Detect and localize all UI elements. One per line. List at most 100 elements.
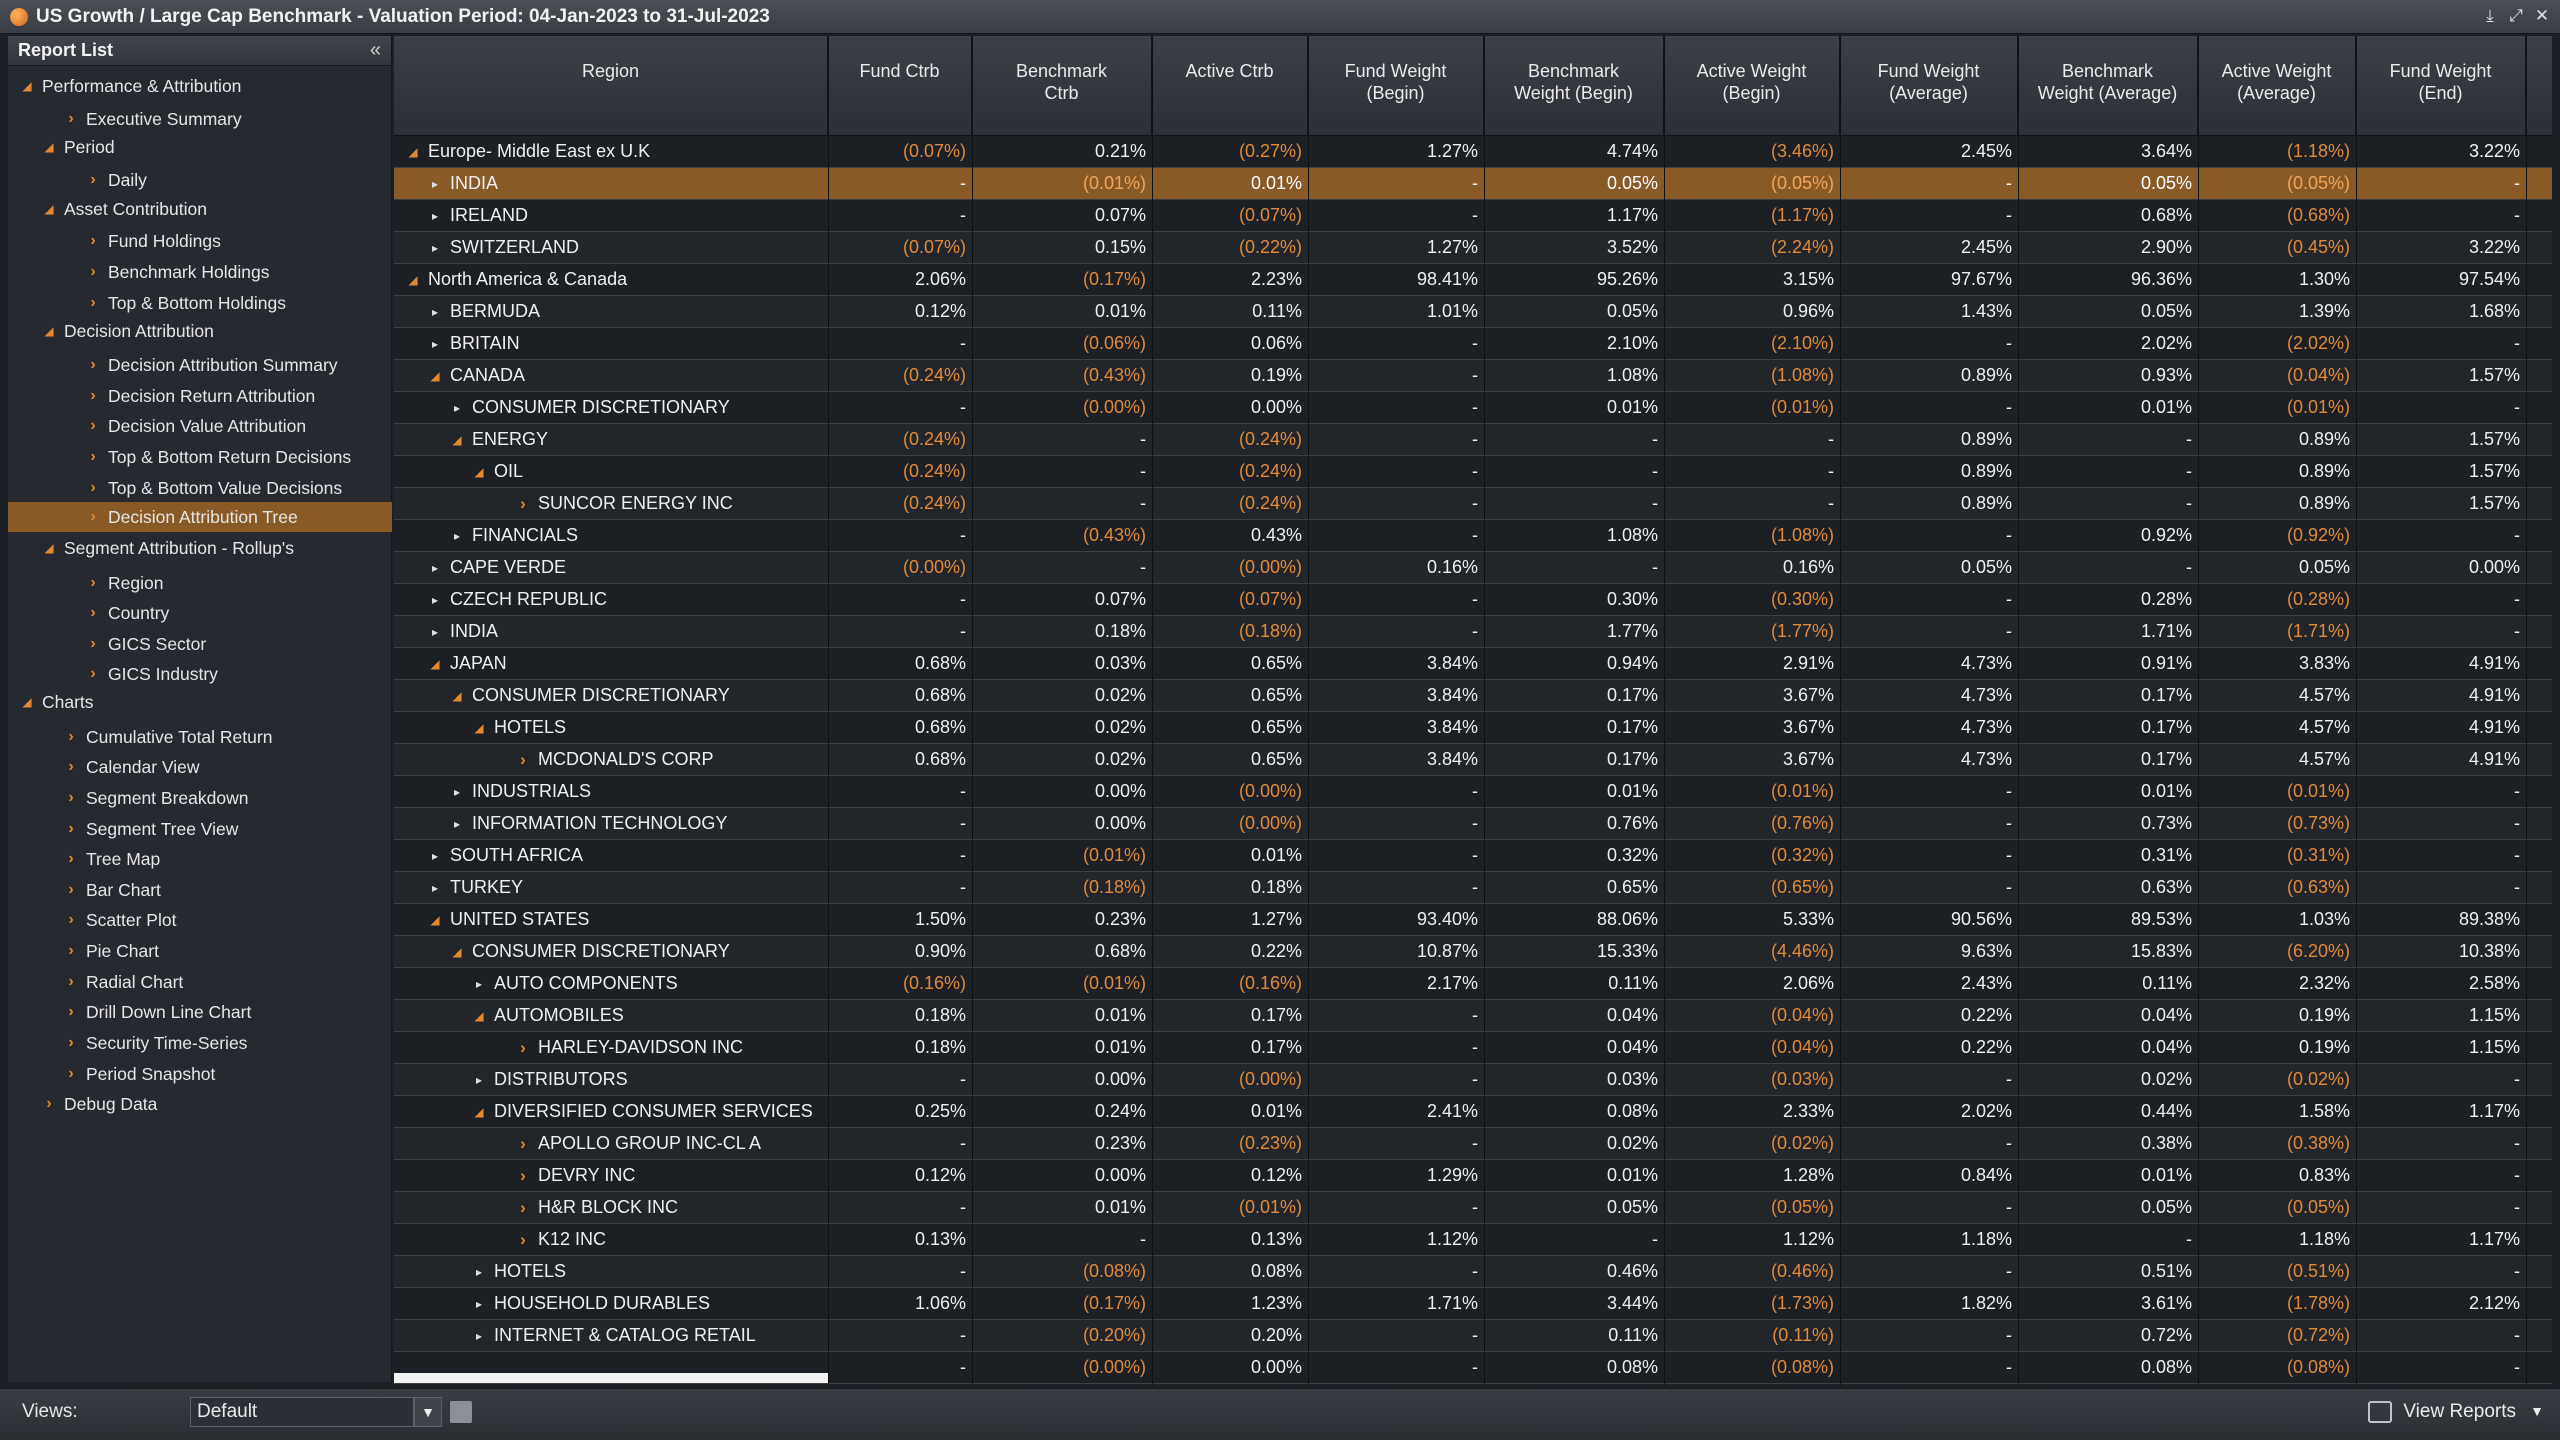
report-item[interactable]: › Decision Return Attribution	[8, 381, 392, 411]
report-item[interactable]: › Period Snapshot	[8, 1059, 392, 1089]
table-row[interactable]: › MCDONALD'S CORP 0.68% 0.02% 0.65% 3.84% 0.17…	[394, 744, 2552, 776]
expand-triangle-icon[interactable]: ▸	[431, 624, 439, 639]
table-row[interactable]: ▸ CZECH REPUBLIC - 0.07% (0.07%) - 0.30% (0.30%…	[394, 584, 2552, 616]
report-item[interactable]: › Executive Summary	[8, 104, 392, 134]
region-cell[interactable]: › SUNCOR ENERGY INC	[394, 488, 828, 519]
table-row[interactable]: ◢ UNITED STATES 1.50% 0.23% 1.27% 93.40% 88.06…	[394, 904, 2552, 936]
table-row[interactable]: ▸ INDUSTRIALS - 0.00% (0.00%) - 0.01% (0.01%) - 0…	[394, 776, 2552, 808]
report-item[interactable]: › Daily	[8, 165, 392, 195]
reports-icon[interactable]	[2368, 1401, 2392, 1423]
region-cell[interactable]: ▸ IRELAND	[394, 200, 828, 231]
table-row[interactable]: ▸ BRITAIN - (0.06%) 0.06% - 2.10% (2.10%) - 2.02%…	[394, 328, 2552, 360]
region-cell[interactable]: ◢ JAPAN	[394, 648, 828, 679]
report-item[interactable]: › Top & Bottom Value Decisions	[8, 473, 392, 503]
region-cell[interactable]: ◢ HOTELS	[394, 712, 828, 743]
report-item[interactable]: › GICS Industry	[8, 659, 392, 689]
table-row[interactable]: ▸ HOUSEHOLD DURABLES 1.06% (0.17%) 1.23% 1.71…	[394, 1288, 2552, 1320]
column-header[interactable]: Benchmark Weight (Begin)	[1484, 36, 1664, 136]
table-row[interactable]: ▸ FINANCIALS - (0.43%) 0.43% - 1.08% (1.08%) - 0.…	[394, 520, 2552, 552]
region-cell[interactable]: ▸ BERMUDA	[394, 296, 828, 327]
download-icon[interactable]: ⤓	[2486, 6, 2494, 25]
expand-triangle-icon[interactable]: ▸	[431, 880, 439, 895]
collapse-triangle-icon[interactable]: ◢	[452, 432, 462, 447]
report-item[interactable]: › Pie Chart	[8, 936, 392, 966]
region-cell[interactable]: ▸ HOTELS	[394, 1256, 828, 1287]
region-cell[interactable]: › DEVRY INC	[394, 1160, 828, 1191]
view-reports-button[interactable]: View Reports	[2403, 1401, 2516, 1422]
close-icon[interactable]: ✕	[2534, 6, 2550, 25]
table-row[interactable]: ▸ SOUTH AFRICA - (0.01%) 0.01% - 0.32% (0.32%) -…	[394, 840, 2552, 872]
column-header[interactable]: Fund Ctrb	[828, 36, 972, 136]
table-row[interactable]: ◢ JAPAN 0.68% 0.03% 0.65% 3.84% 0.94% 2.91% 4.73…	[394, 648, 2552, 680]
table-row[interactable]: ▸ INFORMATION TECHNOLOGY - 0.00% (0.00%) - 0.7…	[394, 808, 2552, 840]
expand-triangle-icon[interactable]: ▸	[431, 336, 439, 351]
region-cell[interactable]: ▸ FINANCIALS	[394, 520, 828, 551]
report-item[interactable]: › Benchmark Holdings	[8, 257, 392, 287]
table-row[interactable]: ◢ HOTELS 0.68% 0.02% 0.65% 3.84% 0.17% 3.67% 4.7…	[394, 712, 2552, 744]
region-cell[interactable]: ▸ CZECH REPUBLIC	[394, 584, 828, 615]
report-item[interactable]: › Tree Map	[8, 844, 392, 874]
table-row[interactable]: ◢ DIVERSIFIED CONSUMER SERVICES 0.25% 0.24%…	[394, 1096, 2552, 1128]
expand-triangle-icon[interactable]: ▸	[431, 208, 439, 223]
report-item[interactable]: › Decision Attribution Summary	[8, 350, 392, 380]
region-cell[interactable]: ◢ OIL	[394, 456, 828, 487]
table-row[interactable]: ◢ ENERGY (0.24%) - (0.24%) - - - 0.89% - 0.89% 1.57…	[394, 424, 2552, 456]
region-cell[interactable]: › APOLLO GROUP INC-CL A	[394, 1128, 828, 1159]
column-header[interactable]: Benchmark Ctrb	[972, 36, 1152, 136]
report-item[interactable]: › Fund Holdings	[8, 226, 392, 256]
expand-triangle-icon[interactable]: ▸	[453, 400, 461, 415]
report-item[interactable]: › Drill Down Line Chart	[8, 997, 392, 1027]
table-row[interactable]: › SUNCOR ENERGY INC (0.24%) - (0.24%) - - - 0.89…	[394, 488, 2552, 520]
collapse-triangle-icon[interactable]: ◢	[474, 1008, 484, 1023]
report-item[interactable]: ◢ Charts	[8, 687, 392, 717]
collapse-triangle-icon[interactable]: ◢	[452, 688, 462, 703]
table-row[interactable]: ◢ CONSUMER DISCRETIONARY 0.68% 0.02% 0.65% 3.…	[394, 680, 2552, 712]
table-row[interactable]: ▸ CAPE VERDE (0.00%) - (0.00%) 0.16% - 0.16% 0.0…	[394, 552, 2552, 584]
table-row[interactable]: ▸ DISTRIBUTORS - 0.00% (0.00%) - 0.03% (0.03%) -…	[394, 1064, 2552, 1096]
region-cell[interactable]: ▸ BRITAIN	[394, 328, 828, 359]
save-view-icon[interactable]	[450, 1401, 472, 1423]
collapse-triangle-icon[interactable]: ◢	[474, 464, 484, 479]
region-cell[interactable]: › H&R BLOCK INC	[394, 1192, 828, 1223]
region-cell[interactable]: ▸ SOUTH AFRICA	[394, 840, 828, 871]
report-item[interactable]: › Scatter Plot	[8, 905, 392, 935]
expand-triangle-icon[interactable]: ▸	[475, 1296, 483, 1311]
report-item[interactable]: ◢ Segment Attribution - Rollup's	[8, 533, 392, 563]
collapse-triangle-icon[interactable]: ◢	[474, 720, 484, 735]
maximize-icon[interactable]: ⤢	[2509, 6, 2523, 25]
region-cell[interactable]: › K12 INC	[394, 1224, 828, 1255]
collapse-triangle-icon[interactable]: ◢	[408, 272, 418, 287]
region-cell[interactable]: ▸ DISTRIBUTORS	[394, 1064, 828, 1095]
table-row[interactable]: › DEVRY INC 0.12% 0.00% 0.12% 1.29% 0.01% 1.28%…	[394, 1160, 2552, 1192]
views-select[interactable]: Default	[190, 1397, 414, 1427]
region-cell[interactable]: ◢ CONSUMER DISCRETIONARY	[394, 936, 828, 967]
collapse-triangle-icon[interactable]: ◢	[430, 368, 440, 383]
report-item[interactable]: › Segment Breakdown	[8, 783, 392, 813]
column-header[interactable]: Active Weight (Begin)	[1664, 36, 1840, 136]
expand-triangle-icon[interactable]: ▸	[431, 560, 439, 575]
region-cell[interactable]: › MCDONALD'S CORP	[394, 744, 828, 775]
column-header[interactable]: Benchmark Weight (Average)	[2018, 36, 2198, 136]
table-row[interactable]: ▸ SWITZERLAND (0.07%) 0.15% (0.22%) 1.27% 3.52…	[394, 232, 2552, 264]
report-item[interactable]: › Security Time-Series	[8, 1028, 392, 1058]
expand-triangle-icon[interactable]: ▸	[431, 304, 439, 319]
region-cell[interactable]: ▸ INTERNET & CATALOG RETAIL	[394, 1320, 828, 1351]
table-row[interactable]: › APOLLO GROUP INC-CL A - 0.23% (0.23%) - 0.02…	[394, 1128, 2552, 1160]
table-row[interactable]: - (0.00%) 0.00% - 0.08% (0.08%) - 0.08% (0.08%) -	[394, 1352, 2552, 1384]
region-cell[interactable]: ▸ INDIA	[394, 616, 828, 647]
table-row[interactable]: ▸ TURKEY - (0.18%) 0.18% - 0.65% (0.65%) - 0.63% (…	[394, 872, 2552, 904]
region-cell[interactable]	[394, 1373, 828, 1383]
expand-triangle-icon[interactable]: ▸	[475, 1072, 483, 1087]
region-cell[interactable]: › HARLEY-DAVIDSON INC	[394, 1032, 828, 1063]
table-row[interactable]: ▸ BERMUDA 0.12% 0.01% 0.11% 1.01% 0.05% 0.96% 1.…	[394, 296, 2552, 328]
table-row[interactable]: ▸ IRELAND - 0.07% (0.07%) - 1.17% (1.17%) - 0.68%…	[394, 200, 2552, 232]
table-row[interactable]: ▸ CONSUMER DISCRETIONARY - (0.00%) 0.00% - 0.0…	[394, 392, 2552, 424]
column-header[interactable]: Active Ctrb	[1152, 36, 1308, 136]
expand-triangle-icon[interactable]: ▸	[453, 528, 461, 543]
table-row[interactable]: ▸ HOTELS - (0.08%) 0.08% - 0.46% (0.46%) - 0.51% (…	[394, 1256, 2552, 1288]
collapse-triangle-icon[interactable]: ◢	[474, 1104, 484, 1119]
table-row[interactable]: ▸ AUTO COMPONENTS (0.16%) (0.01%) (0.16%) 2.1…	[394, 968, 2552, 1000]
expand-triangle-icon[interactable]: ▸	[475, 1328, 483, 1343]
table-row[interactable]: › HARLEY-DAVIDSON INC 0.18% 0.01% 0.17% - 0.04…	[394, 1032, 2552, 1064]
region-cell[interactable]: ◢ CANADA	[394, 360, 828, 391]
